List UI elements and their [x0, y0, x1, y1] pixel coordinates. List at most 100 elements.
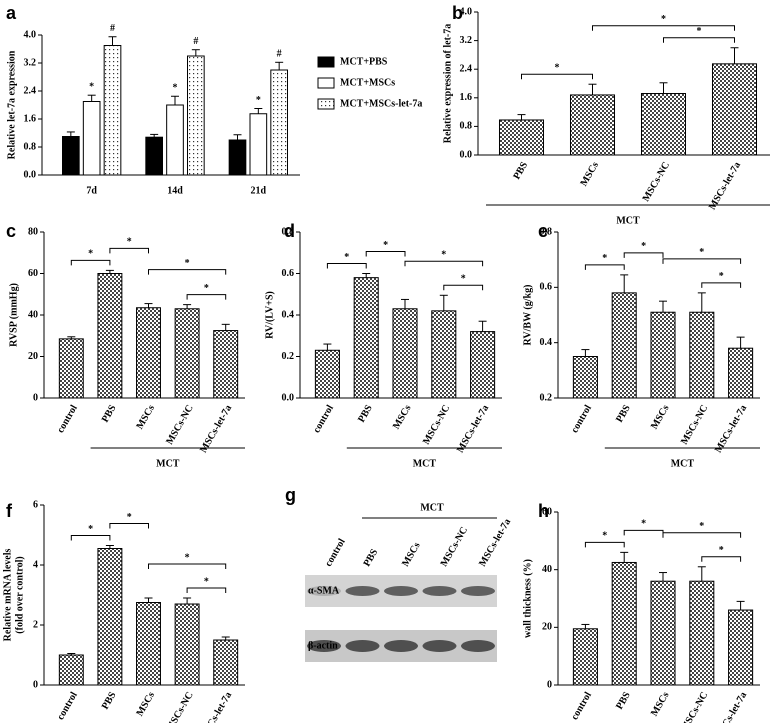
lane-label: MSCs-NC [439, 525, 470, 569]
bar [270, 69, 289, 176]
y-tick-label: 0.4 [540, 337, 553, 348]
error-bar [144, 597, 153, 603]
bar [103, 45, 122, 176]
x-tick-label: MSCs-NC [164, 690, 195, 723]
comparison-label: * [697, 26, 702, 37]
comparison-label: * [441, 250, 446, 261]
y-axis-label: RVSP (mmHg) [8, 283, 19, 347]
bar [569, 94, 616, 156]
error-bar [183, 597, 192, 604]
bar [498, 119, 545, 156]
x-tick-label: MSCs [649, 690, 672, 718]
blot-band [461, 640, 495, 652]
error-bar [620, 551, 629, 563]
bar [82, 101, 101, 176]
x-tick-label: 7d [86, 185, 97, 196]
bar [314, 349, 340, 399]
error-bar [581, 349, 590, 357]
error-bar [66, 131, 75, 137]
panel-letter: c [6, 221, 16, 241]
x-tick-label: MSCs [391, 403, 414, 431]
y-tick-label: 2.4 [460, 63, 473, 74]
panel-letter: e [538, 221, 548, 241]
comparison-bracket [584, 541, 625, 548]
error-bar [736, 600, 745, 611]
comparison-bracket [148, 269, 227, 275]
y-tick-label: 1.6 [24, 113, 37, 124]
bar [650, 580, 676, 686]
panel-letter: g [285, 485, 296, 505]
bar [174, 308, 200, 399]
bar [97, 548, 123, 686]
error-bar [150, 133, 159, 138]
x-tick-label: control [55, 403, 80, 435]
y-tick-label: 4 [33, 559, 38, 570]
comparison-bracket [109, 247, 149, 254]
error-bar [697, 292, 706, 313]
y-axis-label: RV/(LV+S) [264, 291, 275, 339]
row-label: β-actin [308, 640, 338, 651]
x-tick-label: PBS [100, 403, 119, 425]
y-tick-label: 3.2 [24, 57, 37, 68]
lane-label: control [323, 537, 348, 569]
comparison-bracket [148, 563, 227, 569]
group-label: MCT [671, 458, 695, 469]
y-tick-label: 6 [33, 499, 38, 510]
comparison-bracket [443, 284, 484, 291]
x-tick-label: control [569, 403, 594, 435]
comparison-bracket [521, 73, 593, 80]
significance-mark: * [256, 95, 261, 106]
x-tick-label: MSCs [134, 403, 157, 431]
panel-letter: h [538, 501, 549, 521]
error-bar [736, 336, 745, 349]
comparison-label: * [555, 63, 560, 74]
bar [650, 311, 676, 399]
y-tick-label: 0.0 [282, 392, 295, 403]
bar [166, 104, 184, 176]
y-tick-label: 20 [542, 622, 552, 633]
y-tick-label: 0.4 [282, 309, 295, 320]
legend-swatch [317, 77, 335, 89]
error-bar [67, 653, 76, 655]
comparison-label: * [461, 274, 466, 285]
error-bar [183, 304, 192, 309]
x-tick-label: MSCs [578, 160, 601, 188]
error-bar [439, 294, 448, 311]
bar [213, 330, 239, 399]
significance-mark: * [173, 83, 178, 94]
y-tick-label: 0.0 [24, 169, 37, 180]
y-tick-label: 0.6 [540, 282, 553, 293]
x-tick-label: control [569, 690, 594, 722]
y-axis-label: RV/BW (g/kg) [522, 285, 533, 346]
comparison-label: * [88, 524, 93, 535]
y-axis-label: Relative expression of let-7a [442, 24, 453, 144]
comparison-label: * [661, 14, 666, 25]
y-tick-label: 0.6 [282, 268, 295, 279]
legend-label: MCT+MSCs-let-7a [340, 98, 422, 109]
error-bar [697, 566, 706, 582]
y-tick-label: 0 [33, 679, 38, 690]
significance-mark: * [89, 81, 94, 92]
bar [62, 136, 80, 176]
y-tick-label: 1.6 [460, 92, 473, 103]
comparison-label: * [383, 240, 388, 251]
x-tick-label: MSCs-let-7a [455, 403, 491, 455]
bar [611, 292, 637, 399]
error-bar [620, 274, 629, 293]
x-tick-label: MSCs-let-7a [713, 690, 749, 723]
y-tick-label: 0.8 [540, 226, 553, 237]
error-bar [275, 61, 284, 70]
blot-band [384, 640, 418, 652]
y-tick-label: 4.0 [460, 6, 473, 17]
y-tick-label: 0.8 [24, 141, 37, 152]
error-bar [221, 636, 230, 640]
comparison-label: * [641, 241, 646, 252]
bar [640, 93, 687, 156]
comparison-bracket [701, 556, 742, 562]
y-axis-label: Relative let-7a expression [6, 50, 17, 159]
comparison-label: * [127, 512, 132, 523]
error-bar [105, 269, 114, 274]
lane-label: PBS [362, 547, 381, 569]
x-tick-label: PBS [614, 403, 633, 425]
y-tick-label: 80 [28, 226, 38, 237]
